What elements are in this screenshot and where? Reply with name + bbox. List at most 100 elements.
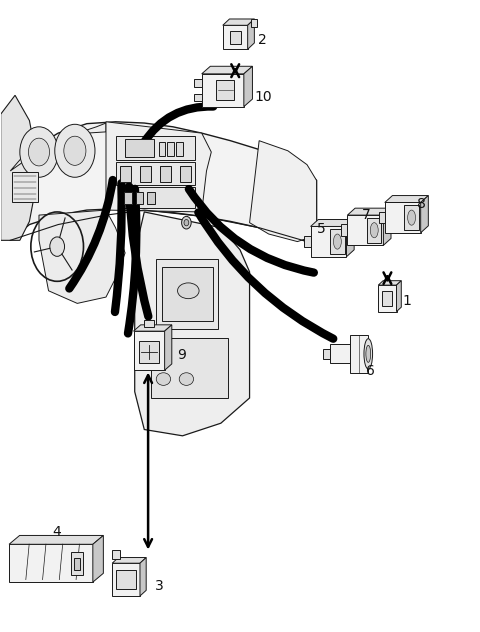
Polygon shape: [140, 557, 146, 596]
Circle shape: [181, 216, 191, 229]
Polygon shape: [348, 208, 391, 215]
Polygon shape: [396, 281, 401, 312]
Polygon shape: [223, 19, 254, 25]
Circle shape: [55, 125, 95, 177]
Polygon shape: [156, 259, 218, 329]
Polygon shape: [216, 80, 234, 100]
Polygon shape: [378, 285, 396, 312]
Polygon shape: [106, 122, 211, 212]
Polygon shape: [202, 66, 252, 74]
Polygon shape: [133, 331, 165, 370]
Polygon shape: [124, 191, 132, 204]
Polygon shape: [223, 25, 248, 49]
Polygon shape: [165, 325, 172, 370]
Polygon shape: [158, 142, 165, 156]
FancyArrowPatch shape: [69, 180, 113, 288]
Polygon shape: [341, 224, 348, 236]
Text: 6: 6: [366, 365, 375, 379]
Polygon shape: [162, 267, 213, 321]
Text: 7: 7: [362, 208, 371, 222]
Polygon shape: [248, 19, 254, 49]
Polygon shape: [10, 123, 106, 171]
Circle shape: [50, 237, 64, 257]
Polygon shape: [378, 281, 401, 285]
Polygon shape: [350, 335, 368, 373]
Circle shape: [20, 127, 58, 177]
Polygon shape: [135, 212, 250, 436]
Polygon shape: [152, 338, 228, 398]
Polygon shape: [120, 166, 131, 182]
Polygon shape: [348, 215, 384, 245]
Polygon shape: [252, 19, 257, 27]
Polygon shape: [330, 229, 345, 254]
Polygon shape: [385, 202, 420, 233]
Polygon shape: [420, 195, 428, 233]
Ellipse shape: [179, 373, 193, 386]
Text: 10: 10: [254, 90, 272, 104]
Circle shape: [64, 137, 86, 166]
Polygon shape: [116, 570, 136, 590]
Polygon shape: [72, 552, 83, 574]
Ellipse shape: [364, 339, 372, 369]
Text: 2: 2: [258, 33, 267, 47]
Ellipse shape: [334, 234, 341, 249]
Polygon shape: [311, 219, 354, 226]
Polygon shape: [0, 95, 39, 240]
Ellipse shape: [370, 222, 378, 238]
Polygon shape: [194, 94, 202, 101]
Polygon shape: [194, 79, 202, 87]
Ellipse shape: [178, 283, 199, 299]
FancyArrowPatch shape: [129, 186, 148, 317]
FancyArrowPatch shape: [115, 183, 122, 312]
FancyArrowPatch shape: [128, 189, 136, 334]
Polygon shape: [39, 210, 125, 303]
Polygon shape: [384, 208, 391, 245]
Polygon shape: [9, 535, 103, 544]
Text: 8: 8: [417, 197, 426, 210]
Text: 4: 4: [52, 525, 61, 538]
Polygon shape: [244, 66, 252, 107]
Polygon shape: [229, 31, 241, 44]
Polygon shape: [202, 74, 244, 107]
Text: 1: 1: [403, 294, 412, 308]
Polygon shape: [133, 325, 172, 331]
Polygon shape: [10, 122, 317, 246]
Polygon shape: [140, 166, 151, 182]
Ellipse shape: [366, 345, 371, 362]
Polygon shape: [347, 219, 354, 257]
Polygon shape: [74, 558, 80, 569]
Polygon shape: [116, 136, 194, 160]
Text: 3: 3: [155, 579, 164, 593]
Polygon shape: [405, 205, 419, 230]
Circle shape: [184, 219, 189, 226]
Polygon shape: [136, 191, 144, 204]
Polygon shape: [367, 217, 382, 243]
Polygon shape: [304, 236, 311, 247]
Polygon shape: [118, 187, 194, 207]
Polygon shape: [176, 142, 182, 156]
Polygon shape: [112, 563, 140, 596]
Polygon shape: [93, 535, 103, 582]
Polygon shape: [385, 195, 428, 202]
Ellipse shape: [408, 210, 416, 225]
Polygon shape: [330, 344, 356, 363]
Polygon shape: [12, 173, 38, 202]
Ellipse shape: [156, 373, 170, 386]
FancyArrowPatch shape: [189, 189, 314, 272]
Polygon shape: [116, 162, 194, 185]
Polygon shape: [180, 166, 191, 182]
Polygon shape: [144, 320, 154, 327]
Polygon shape: [9, 544, 93, 582]
Polygon shape: [379, 212, 385, 223]
Polygon shape: [383, 291, 393, 306]
Polygon shape: [167, 142, 174, 156]
FancyArrowPatch shape: [144, 106, 213, 143]
Text: 5: 5: [317, 222, 325, 236]
Polygon shape: [112, 550, 120, 559]
Polygon shape: [125, 140, 154, 157]
FancyArrowPatch shape: [198, 212, 333, 339]
Polygon shape: [311, 226, 347, 257]
Circle shape: [28, 138, 49, 166]
Polygon shape: [250, 141, 317, 241]
Polygon shape: [147, 191, 155, 204]
